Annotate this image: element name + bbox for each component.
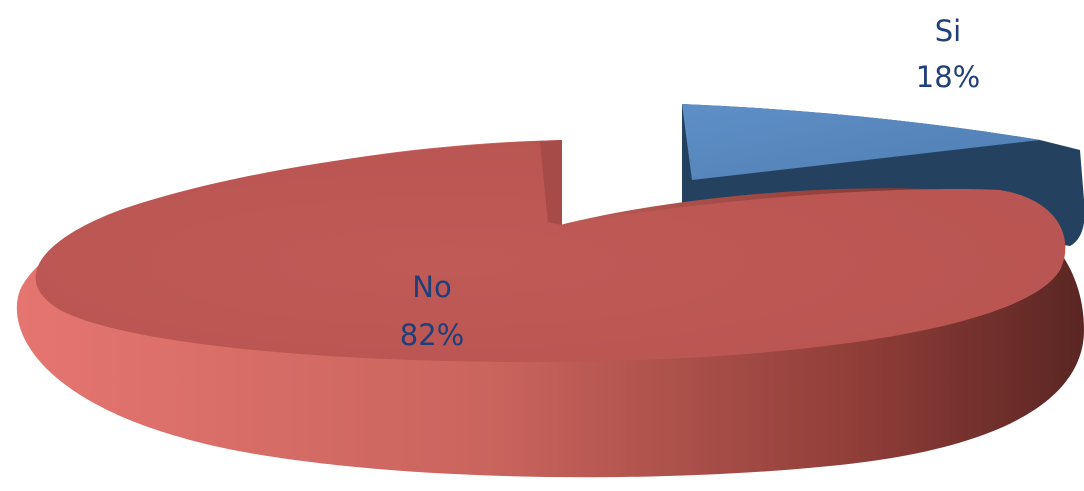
slice-no-top — [35, 140, 1066, 362]
slice-no-name: No — [412, 270, 451, 304]
slice-si-percent: 18% — [916, 60, 980, 94]
slice-si-top — [682, 104, 1040, 180]
slice-no — [16, 140, 1084, 478]
slice-no-notch — [540, 140, 562, 225]
slice-no-percent: 82% — [400, 318, 464, 352]
slice-si-name: Si — [935, 14, 961, 48]
